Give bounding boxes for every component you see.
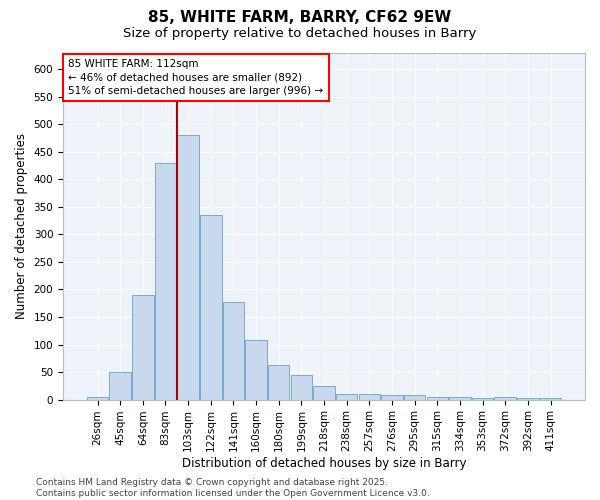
Bar bbox=[155, 162, 176, 400]
Bar bbox=[268, 366, 289, 400]
X-axis label: Distribution of detached houses by size in Barry: Distribution of detached houses by size … bbox=[182, 457, 466, 470]
Bar bbox=[290, 376, 312, 400]
Y-axis label: Number of detached properties: Number of detached properties bbox=[15, 133, 28, 319]
Bar bbox=[404, 395, 425, 400]
Text: 85, WHITE FARM, BARRY, CF62 9EW: 85, WHITE FARM, BARRY, CF62 9EW bbox=[148, 10, 452, 25]
Bar bbox=[540, 398, 561, 400]
Bar bbox=[200, 215, 221, 400]
Bar bbox=[245, 340, 267, 400]
Bar bbox=[381, 395, 403, 400]
Text: 85 WHITE FARM: 112sqm
← 46% of detached houses are smaller (892)
51% of semi-det: 85 WHITE FARM: 112sqm ← 46% of detached … bbox=[68, 60, 323, 96]
Bar bbox=[427, 397, 448, 400]
Bar bbox=[359, 394, 380, 400]
Bar bbox=[313, 386, 335, 400]
Bar bbox=[87, 397, 108, 400]
Text: Contains HM Land Registry data © Crown copyright and database right 2025.
Contai: Contains HM Land Registry data © Crown c… bbox=[36, 478, 430, 498]
Text: Size of property relative to detached houses in Barry: Size of property relative to detached ho… bbox=[124, 28, 476, 40]
Bar bbox=[449, 398, 470, 400]
Bar bbox=[109, 372, 131, 400]
Bar bbox=[132, 295, 154, 400]
Bar bbox=[517, 398, 539, 400]
Bar bbox=[494, 397, 516, 400]
Bar bbox=[223, 302, 244, 400]
Bar bbox=[472, 398, 493, 400]
Bar bbox=[178, 135, 199, 400]
Bar bbox=[336, 394, 358, 400]
